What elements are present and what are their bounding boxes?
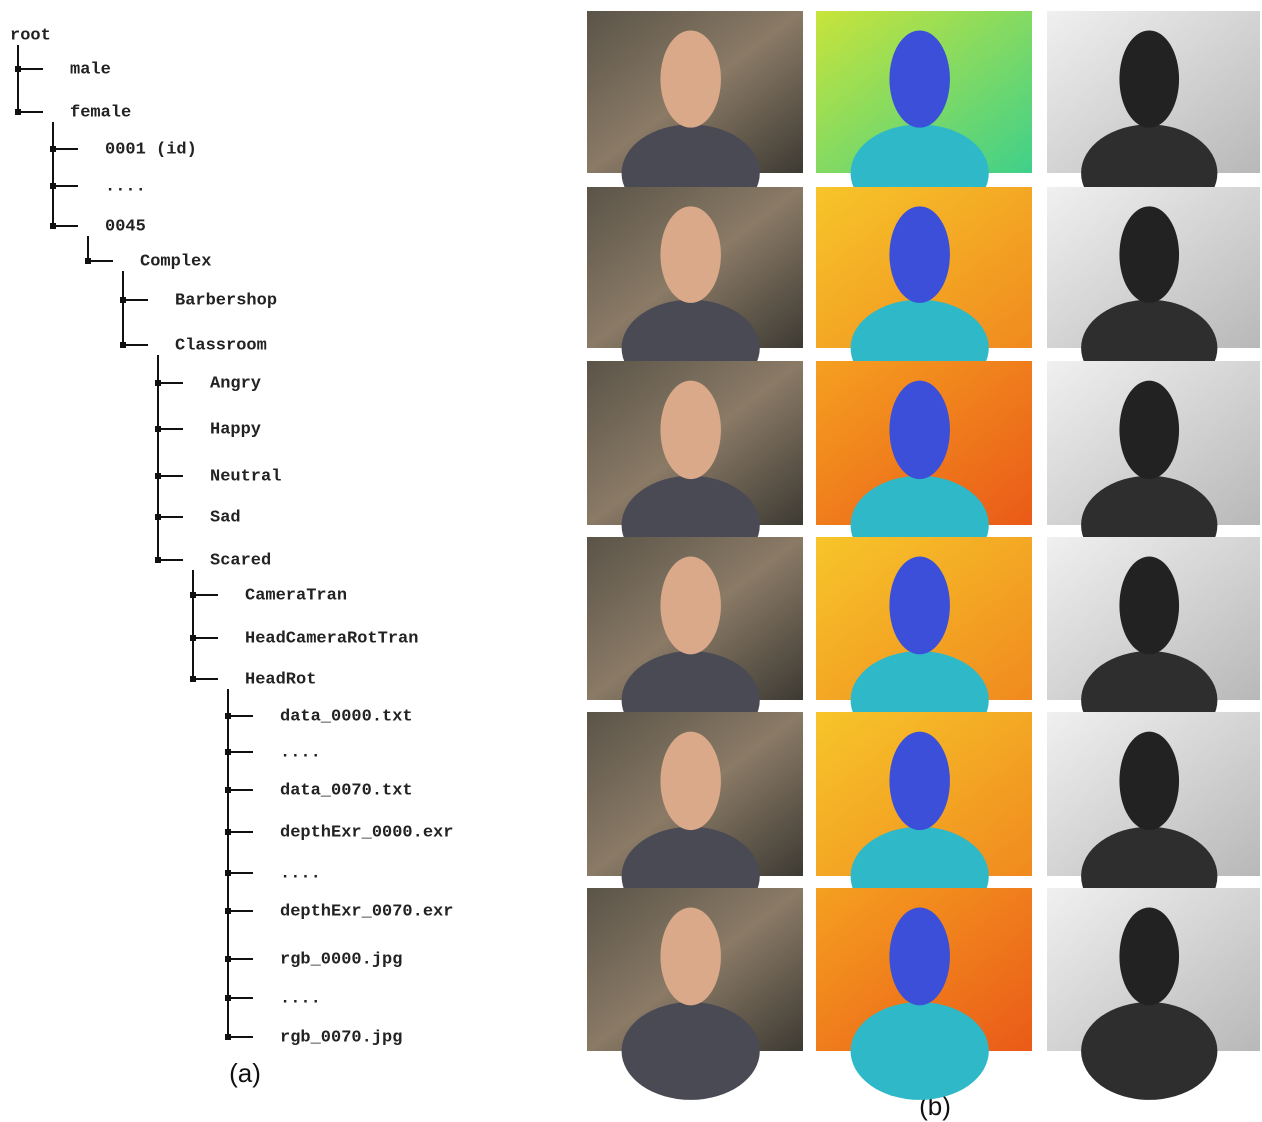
tree-node: Sad — [210, 508, 241, 527]
tree-node: HeadCameraRotTran — [245, 629, 418, 648]
head-silhouette — [1119, 206, 1179, 303]
tree-node: rgb_0070.jpg — [280, 1028, 402, 1047]
tree-node: Barbershop — [175, 291, 277, 310]
head-silhouette — [889, 381, 949, 479]
tree-node: Angry — [210, 374, 261, 393]
figure: (a) (b) rootmalefemale0001 (id)....0045C… — [0, 0, 1262, 1122]
tree-node: .... — [280, 989, 321, 1008]
tree-node: rgb_0000.jpg — [280, 950, 402, 969]
head-silhouette — [660, 381, 720, 479]
head-silhouette — [1119, 381, 1179, 479]
head-silhouette — [660, 908, 720, 1006]
head-silhouette — [889, 908, 949, 1006]
head-silhouette — [660, 30, 720, 127]
tree-node: depthExr_0070.exr — [280, 902, 453, 921]
head-silhouette — [1119, 30, 1179, 127]
tree-node: male — [70, 60, 111, 79]
tree-node: 0001 (id) — [105, 140, 197, 159]
head-silhouette — [660, 732, 720, 830]
body-silhouette — [622, 1002, 760, 1100]
head-silhouette — [1119, 557, 1179, 655]
tree-node: Happy — [210, 420, 261, 439]
body-silhouette — [1081, 1002, 1217, 1100]
tree-node: Neutral — [210, 467, 281, 486]
head-silhouette — [660, 206, 720, 303]
tree-node: Complex — [140, 252, 211, 271]
tree-node: Scared — [210, 551, 271, 570]
tree-node: Classroom — [175, 336, 267, 355]
tree-node: HeadRot — [245, 670, 316, 689]
head-silhouette — [889, 206, 949, 303]
head-silhouette — [1119, 908, 1179, 1006]
body-silhouette — [851, 1002, 989, 1100]
tree-node: .... — [105, 177, 146, 196]
tree-node: female — [70, 103, 131, 122]
head-silhouette — [889, 732, 949, 830]
head-silhouette — [889, 557, 949, 655]
tree-node: .... — [280, 864, 321, 883]
caption-a: (a) — [229, 1058, 261, 1088]
tree-node: CameraTran — [245, 586, 347, 605]
tree-node: data_0000.txt — [280, 707, 413, 726]
head-silhouette — [889, 30, 949, 127]
head-silhouette — [660, 557, 720, 655]
tree-node: data_0070.txt — [280, 781, 413, 800]
head-silhouette — [1119, 732, 1179, 830]
tree-node: root — [10, 26, 51, 45]
tree-node: .... — [280, 743, 321, 762]
tree-node: depthExr_0000.exr — [280, 823, 453, 842]
tree-node: 0045 — [105, 217, 146, 236]
